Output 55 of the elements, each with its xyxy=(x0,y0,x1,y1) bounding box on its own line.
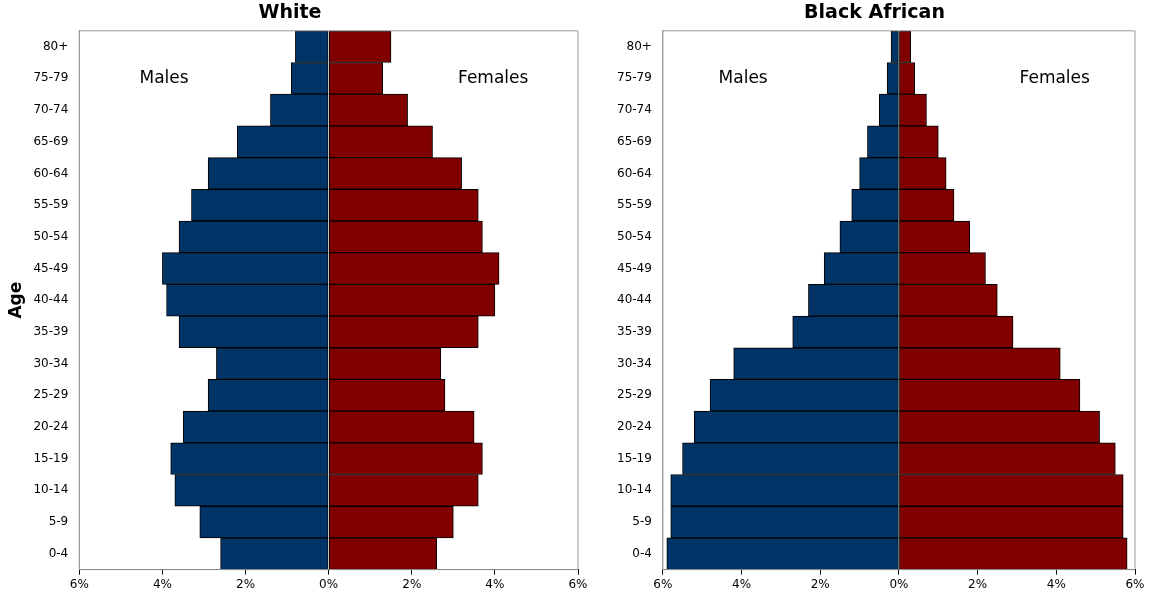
x-tick-label: 4% xyxy=(152,576,172,591)
y-tick-label: 40-44 xyxy=(33,292,69,307)
x-tick-label: 2% xyxy=(402,576,422,591)
y-tick-label: 35-39 xyxy=(33,324,69,339)
y-tick-label: 10-14 xyxy=(33,482,69,497)
x-tick-label: 6% xyxy=(653,576,673,591)
x-tick-label: 2% xyxy=(235,576,256,591)
y-tick-label: 65-69 xyxy=(616,133,652,148)
y-tick-label: 30-34 xyxy=(33,355,69,370)
y-axis-title: Age xyxy=(4,281,25,319)
x-tick-label: 6% xyxy=(568,576,588,591)
x-tick-label: 6% xyxy=(1125,576,1145,591)
chart-title: White xyxy=(258,0,322,23)
y-tick-label: 20-24 xyxy=(33,419,69,434)
x-tick-label: 2% xyxy=(968,576,988,591)
x-tick-label: 0% xyxy=(319,576,339,591)
x-tick-label: 4% xyxy=(1046,576,1066,591)
y-tick-label: 55-59 xyxy=(33,197,69,212)
y-tick-label: 75-79 xyxy=(616,70,652,85)
y-tick-label: 50-54 xyxy=(616,228,652,243)
x-tick-label: 2% xyxy=(810,576,830,591)
x-tick-label: 4% xyxy=(485,576,505,591)
y-tick-label: 60-64 xyxy=(33,165,69,180)
y-tick-label: 0-4 xyxy=(48,545,69,560)
x-tick-label: 6% xyxy=(69,576,89,591)
y-tick-label: 60-64 xyxy=(616,165,652,180)
y-tick-label: 45-49 xyxy=(33,260,69,275)
y-tick-label: 20-24 xyxy=(616,419,652,434)
annotation: Males xyxy=(139,66,189,87)
y-tick-label: 45-49 xyxy=(616,260,652,275)
annotation: Females xyxy=(458,66,529,87)
y-tick-label: 80+ xyxy=(42,38,69,53)
y-tick-label: 25-29 xyxy=(33,387,69,402)
y-tick-label: 55-59 xyxy=(616,197,652,212)
y-tick-label: 80+ xyxy=(626,38,652,53)
y-tick-label: 30-34 xyxy=(616,355,652,370)
y-tick-label: 0-4 xyxy=(632,545,652,560)
x-tick-label: 4% xyxy=(732,576,752,591)
y-tick-label: 70-74 xyxy=(33,102,69,117)
y-tick-label: 35-39 xyxy=(616,324,652,339)
y-tick-label: 70-74 xyxy=(616,102,652,117)
chart-title: Black African xyxy=(804,0,945,23)
y-tick-label: 25-29 xyxy=(616,387,652,402)
x-tick-label: 0% xyxy=(889,576,909,591)
y-tick-label: 10-14 xyxy=(616,482,652,497)
y-tick-label: 15-19 xyxy=(616,450,652,465)
y-tick-label: 15-19 xyxy=(33,450,69,465)
y-tick-label: 50-54 xyxy=(33,228,69,243)
annotation: Females xyxy=(1019,66,1091,87)
y-tick-label: 5-9 xyxy=(632,514,652,529)
annotation: Males xyxy=(718,66,768,87)
y-tick-label: 75-79 xyxy=(33,70,69,85)
y-tick-label: 5-9 xyxy=(48,514,69,529)
y-tick-label: 65-69 xyxy=(33,133,69,148)
y-tick-label: 40-44 xyxy=(616,292,652,307)
